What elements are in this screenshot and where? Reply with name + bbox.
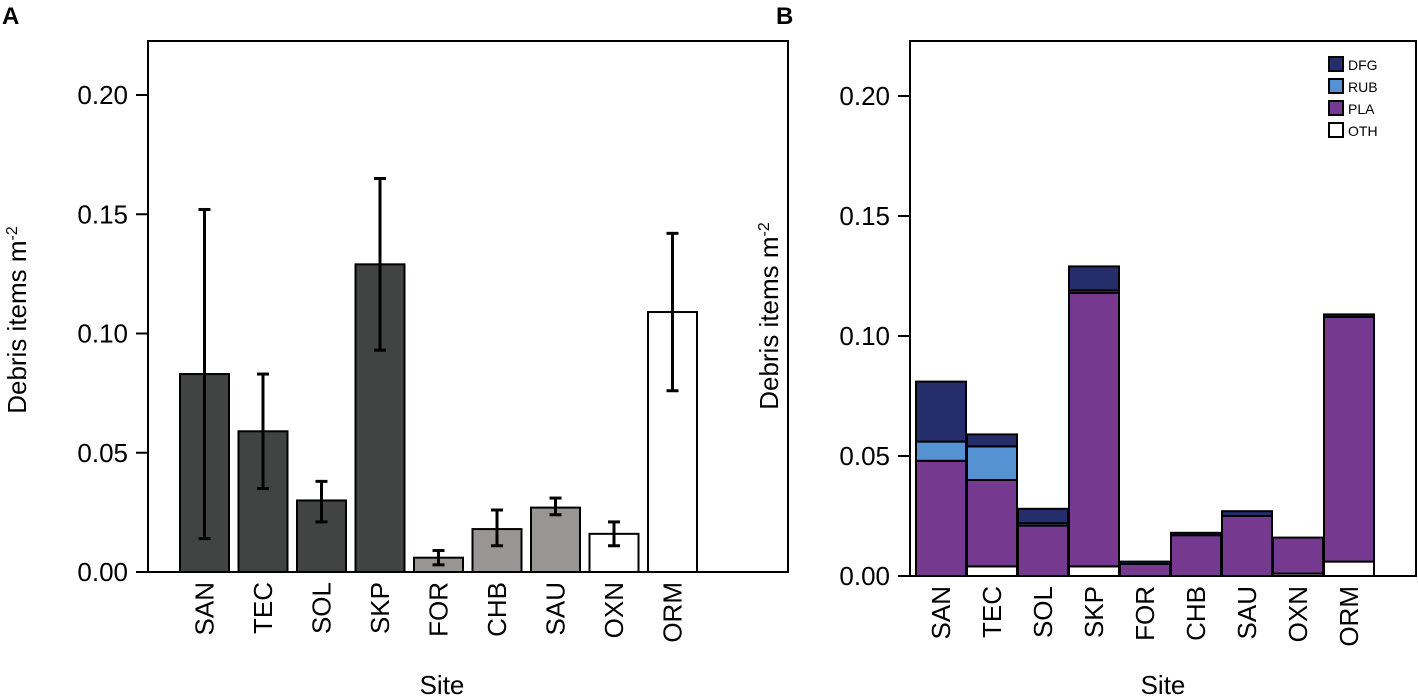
panel-b-y-tick-label: 0.05: [839, 441, 890, 471]
panel-b-bar-segment-pla: [1068, 291, 1120, 568]
panel-a-y-tick-label: 0.20: [77, 80, 128, 110]
panel-a-x-tick-label: SAU: [541, 582, 571, 635]
panel-b-legend-swatch-dfg: [1328, 56, 1344, 72]
panel-b-bar-segment-pla: [915, 459, 967, 577]
panel-b-x-tick-label: FOR: [1130, 586, 1160, 641]
panel-b-x-tick-label: TEC: [977, 586, 1007, 638]
panel-a-x-tick-label: ORM: [658, 582, 688, 643]
panel-b-y-axis-title-text: Debris items m: [754, 236, 784, 409]
panel-a-x-tick-label: SAN: [190, 582, 220, 635]
panel-a-x-axis-title: Site: [420, 670, 465, 698]
panel-b-x-axis: SAN TEC SOL SKP FOR CHB SAU OXN ORM: [926, 586, 1364, 647]
panel-b-y-axis-title: Debris items m-2: [754, 222, 784, 410]
panel-b-bar-segment-dfg: [966, 433, 1018, 448]
panel-b-bar-segment-dfg: [1170, 531, 1222, 537]
panel-a-y-tick-label: 0.15: [77, 199, 128, 229]
panel-b-legend-label-dfg: DFG: [1348, 57, 1378, 73]
panel-a-error-bars: [198, 176, 679, 567]
panel-b-bar-segment-oth: [1068, 565, 1120, 578]
panel-a-letter: A: [2, 3, 19, 30]
panel-a-plot-frame: [147, 40, 789, 573]
panel-b-legend-swatch-oth: [1328, 122, 1344, 138]
panel-a: A 0.00 0.05 0.10 0.15 0.20 SAN TEC SOL SKP FOR CH…: [2, 3, 789, 698]
panel-a-y-axis-title: Debris items m-2: [2, 226, 32, 414]
panel-a-y-axis-title-text: Debris items m: [2, 240, 32, 413]
panel-b-bar-segment-pla: [1170, 534, 1222, 578]
panel-b-y-tick-label: 0.10: [839, 321, 890, 351]
panel-b-x-tick-label: SAU: [1232, 586, 1262, 639]
panel-b-bar-segment-dfg: [1017, 507, 1069, 525]
panel-b-x-axis-title: Site: [1141, 670, 1186, 698]
panel-a-y-tick-label: 0.05: [77, 438, 128, 468]
panel-b-y-tick-label: 0.20: [839, 81, 890, 111]
panel-b-bar-segment-pla: [1221, 515, 1273, 577]
panel-b: B 0.00 0.05 0.10 0.15 0.20 SAN TEC SOL SKP FOR CH…: [754, 3, 1417, 698]
panel-b-y-axis-title-sup: -2: [756, 222, 773, 236]
panel-b-bar-segment-oth: [966, 565, 1018, 578]
panel-a-x-axis: SAN TEC SOL SKP FOR CHB SAU OXN ORM: [190, 582, 688, 643]
panel-b-x-tick-label: SAN: [926, 586, 956, 639]
panel-b-legend-label-oth: OTH: [1348, 123, 1378, 139]
panel-b-y-axis: 0.00 0.05 0.10 0.15 0.20: [839, 81, 910, 591]
panel-b-bar-segment-pla: [1119, 563, 1171, 577]
panel-b-x-tick-label: SOL: [1028, 586, 1058, 638]
panel-a-x-tick-label: OXN: [599, 582, 629, 638]
panel-a-x-tick-label: SKP: [365, 582, 395, 634]
panel-a-x-tick-label: SOL: [307, 582, 337, 634]
panel-a-y-axis: 0.00 0.05 0.10 0.15 0.20: [77, 80, 148, 587]
panel-b-bar-segment-dfg: [1323, 313, 1375, 318]
panel-b-x-tick-label: SKP: [1079, 586, 1109, 638]
panel-b-legend-label-rub: RUB: [1348, 79, 1378, 95]
panel-b-bar-segment-dfg: [1221, 510, 1273, 518]
panel-b-bar-segment-dfg: [1119, 560, 1171, 565]
panel-b-legend: DFG RUB PLA OTH: [1328, 56, 1378, 139]
panel-a-x-tick-label: FOR: [424, 582, 454, 637]
panel-b-x-tick-label: CHB: [1181, 586, 1211, 641]
panel-a-x-tick-label: CHB: [482, 582, 512, 637]
panel-b-bar-segment-dfg: [1068, 265, 1120, 292]
panel-b-x-tick-label: OXN: [1283, 586, 1313, 642]
panel-b-bar-segment-pla: [966, 479, 1018, 568]
panel-b-bar-segment-dfg: [915, 380, 967, 443]
panel-b-x-tick-label: ORM: [1334, 586, 1364, 647]
panel-b-legend-label-pla: PLA: [1348, 101, 1375, 117]
panel-b-y-tick-label: 0.15: [839, 201, 890, 231]
panel-a-y-tick-label: 0.00: [77, 557, 128, 587]
panel-b-bar-segment-oth: [1323, 560, 1375, 577]
panel-a-bars: [179, 263, 698, 574]
panel-b-bar-segment-rub: [915, 440, 967, 462]
panel-b-y-tick-label: 0.00: [839, 561, 890, 591]
panel-b-bar-segment-pla: [1017, 524, 1069, 577]
panel-b-legend-swatch-pla: [1328, 100, 1344, 116]
panel-b-letter: B: [776, 3, 793, 30]
panel-a-bar: [530, 506, 581, 574]
panel-b-bar-segment-rub: [966, 445, 1018, 481]
panel-b-bar-segment-pla: [1272, 536, 1324, 575]
panel-a-y-axis-title-sup: -2: [4, 226, 21, 240]
panel-b-bars: [915, 265, 1375, 578]
panel-a-y-tick-label: 0.10: [77, 319, 128, 349]
panel-b-legend-swatch-rub: [1328, 78, 1344, 94]
panel-b-bar-segment-pla: [1323, 315, 1375, 563]
panel-a-x-tick-label: TEC: [248, 582, 278, 634]
